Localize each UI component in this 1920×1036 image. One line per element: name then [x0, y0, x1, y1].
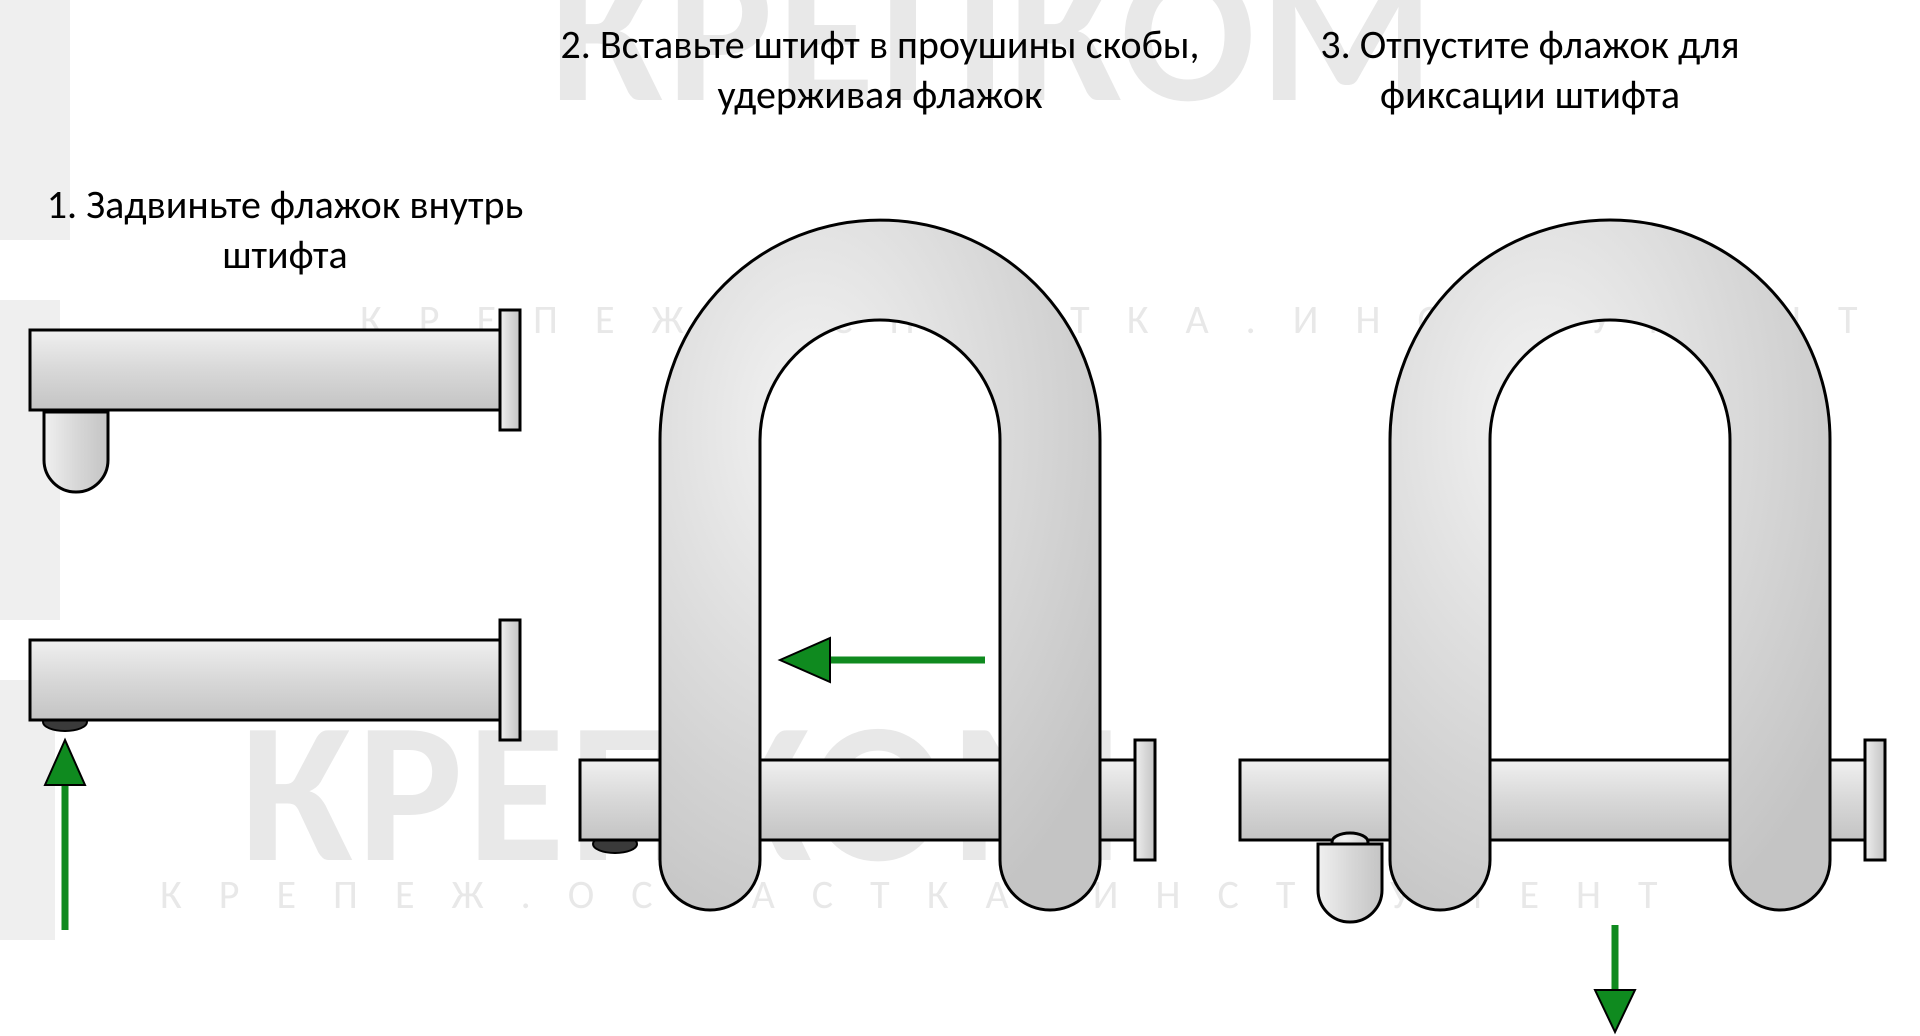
step2-diagram	[570, 170, 1190, 1030]
pin-bottom	[30, 620, 520, 740]
arrow-up-icon	[45, 740, 85, 930]
step1-diagram	[0, 300, 580, 1020]
arrow-down-icon	[1595, 925, 1635, 1032]
step3-diagram	[1220, 170, 1920, 1036]
arrow-left-icon	[780, 638, 985, 682]
step1-caption: 1. Задвиньте флажок внутрь штифта	[20, 180, 550, 280]
pin-top	[30, 310, 520, 492]
step2-caption: 2. Вставьте штифт в проушины скобы, удер…	[560, 20, 1200, 120]
step3-caption: 3. Отпустите флажок для фиксации штифта	[1250, 20, 1810, 120]
